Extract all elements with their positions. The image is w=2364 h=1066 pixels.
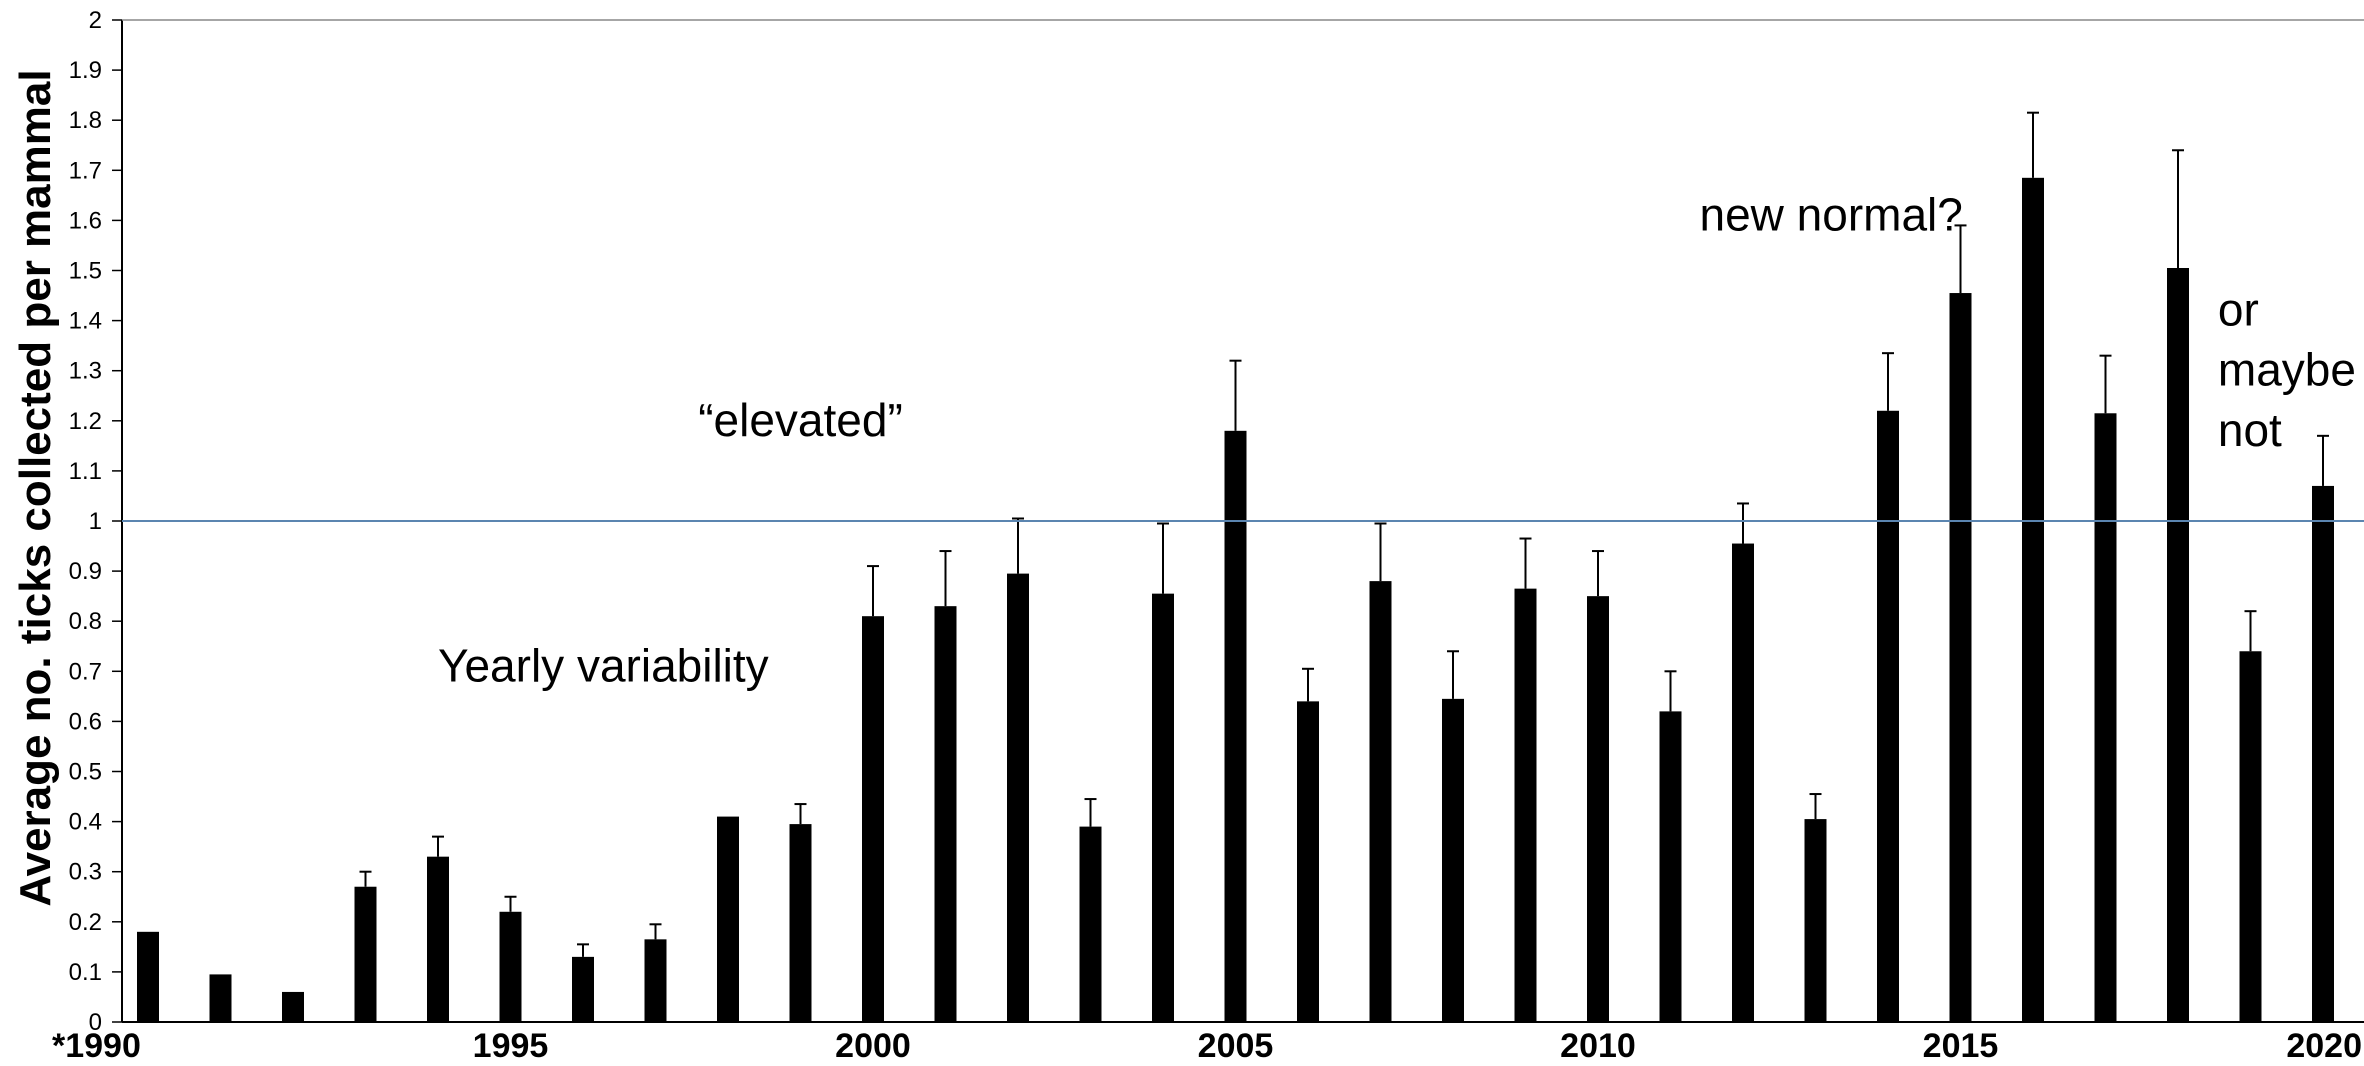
y-tick-label: 0 [89,1009,102,1036]
bar-2005 [1224,430,1247,1022]
y-tick-label: 1.8 [69,107,102,134]
y-tick-label: 0.1 [69,959,102,986]
annotation-text: not [2218,404,2282,456]
annotation-text: “elevated” [698,394,903,446]
y-tick-label: 1.2 [69,408,102,435]
y-tick-label: 0.5 [69,759,102,786]
chart-annotations: Yearly variability “elevated” new normal? o… [438,188,2356,691]
y-tick-label: 0.8 [69,608,102,635]
bar-1992 [282,991,304,1022]
bar-2011 [1659,711,1682,1022]
y-tick-label: 0.6 [69,708,102,735]
y-tick-label: 0.4 [69,809,102,836]
bar-2004 [1152,593,1174,1022]
annotation-text: new normal? [1700,188,1963,240]
y-tick-label: 2 [89,7,102,34]
bar-2013 [1804,819,1827,1022]
y-tick-label: 0.7 [69,658,102,685]
bar-1993 [354,886,377,1022]
annotation-text: maybe [2218,344,2356,396]
y-tick-label: 0.3 [69,859,102,886]
y-axis-label: Average no. ticks collected per mammal [11,69,60,906]
error-bars [359,111,2329,957]
bar-2019 [2239,651,2262,1022]
bar-1994 [427,856,449,1022]
bar-2016 [2022,177,2044,1022]
x-tick-label-1995: 1995 [473,1027,549,1065]
bar-2001 [934,606,957,1022]
x-tick-label-2000: 2000 [835,1027,911,1065]
x-tick-label-2010: 2010 [1560,1027,1636,1065]
bar-2010 [1587,596,1609,1022]
y-tick-label: 0.9 [69,558,102,585]
bar-2014 [1877,410,1899,1022]
bar-2000 [862,616,884,1022]
bar-1997 [644,939,667,1022]
bar-2006 [1297,701,1319,1022]
bar-2002 [1007,573,1029,1022]
y-tick-label: 1.7 [69,157,102,184]
x-tick-label-1990: *1990 [52,1027,141,1065]
chart-bars [137,177,2334,1022]
bar-2009 [1514,588,1537,1022]
y-tick-label: 1.9 [69,57,102,84]
x-tick-label-2015: 2015 [1923,1027,1999,1065]
annotation-text: Yearly variability [438,639,769,691]
bar-2007 [1369,581,1392,1022]
y-axis-ticks: 0 0.1 0.2 0.3 0.4 0.5 0.6 0.7 0.8 0.9 1 1.1 1.2 1.3 1.… [69,7,122,1036]
bar-2015 [1949,293,1972,1022]
y-tick-label: 0.2 [69,909,102,936]
y-tick-label: 1.6 [69,207,102,234]
bar-2018 [2167,267,2189,1022]
bar-1996 [572,956,594,1022]
bar-2020 [2312,485,2334,1022]
annotation-text: or [2218,284,2259,336]
x-tick-label-2020: 2020 [2286,1027,2362,1065]
bar-2008 [1442,698,1464,1022]
bar-1999 [789,824,812,1022]
bar-1998 [717,816,739,1022]
x-axis-ticks: *1990 1995 2000 2005 2010 2015 2020 [52,1027,2362,1065]
bar-1995 [499,911,522,1022]
y-tick-label: 1 [89,508,102,535]
y-tick-label: 1.4 [69,308,102,335]
y-tick-label: 1.5 [69,258,102,285]
bar-2003 [1079,826,1102,1022]
x-tick-label-2005: 2005 [1198,1027,1274,1065]
bar-1991 [209,974,232,1022]
y-tick-label: 1.3 [69,358,102,385]
y-tick-label: 1.1 [69,458,102,485]
bar-1990 [137,931,159,1022]
bar-2012 [1732,543,1754,1022]
bar-2017 [2094,413,2117,1022]
